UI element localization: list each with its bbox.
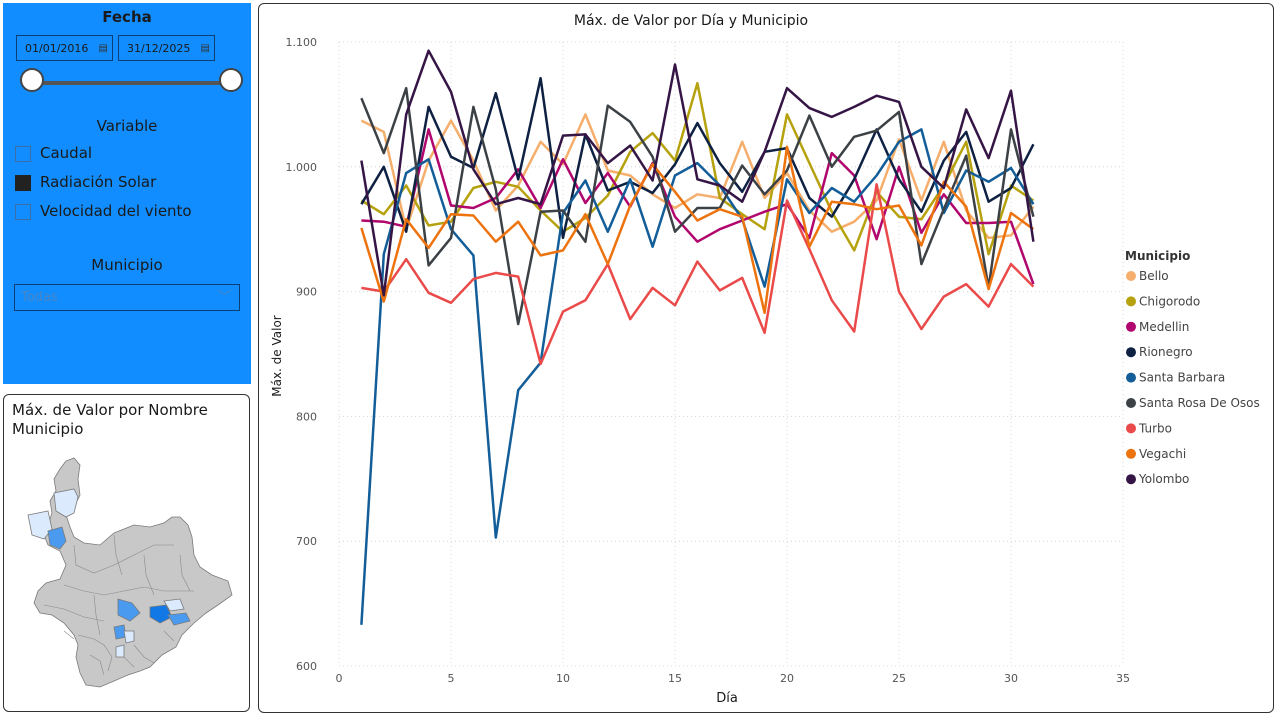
checkbox-caudal[interactable] (15, 146, 31, 162)
series-line-vegachi[interactable] (360, 145, 1035, 315)
legend-item-santa-barbara[interactable]: Santa Barbara (1126, 371, 1225, 385)
y-tick-label: 600 (296, 660, 317, 673)
map-region-santa-rosa[interactable] (117, 598, 141, 622)
series-line-turbo[interactable] (361, 183, 1035, 366)
map-region-west-light[interactable] (27, 510, 53, 540)
municipio-dropdown-value: Todas (21, 290, 58, 305)
map-region-antioquia[interactable] (33, 457, 233, 688)
line-chart: Máx. de Valor por Día y Municipio Día Má… (270, 13, 1260, 706)
legend-marker (1126, 423, 1136, 434)
legend-marker (1126, 321, 1136, 332)
series-line-bello[interactable] (360, 113, 1035, 240)
map-region-east-light[interactable] (163, 598, 185, 612)
variable-label-caudal: Caudal (40, 144, 93, 162)
y-tick-label: 1.100 (286, 36, 318, 49)
map-region-yolombo[interactable] (149, 604, 173, 624)
y-tick-label: 800 (296, 410, 317, 423)
series-line-santa-rosa-de-osos[interactable] (360, 86, 1035, 326)
slider-start-handle[interactable] (20, 68, 44, 92)
legend-label: Chigorodo (1139, 294, 1200, 308)
legend-item-chigorodo[interactable]: Chigorodo (1126, 294, 1200, 308)
y-tick-label: 900 (296, 286, 317, 299)
legend-label: Medellin (1139, 320, 1189, 334)
legend-label: Yolombo (1138, 472, 1189, 486)
start-date-value: 01/01/2016 (25, 42, 89, 55)
x-tick-label: 10 (556, 672, 570, 685)
x-tick-label: 25 (892, 672, 906, 685)
variable-label-velocidad-del-viento: Velocidad del viento (40, 202, 192, 220)
legend-marker (1126, 372, 1136, 383)
chevron-down-icon[interactable]: ﹀ (217, 290, 231, 305)
legend-title: Municipio (1125, 249, 1190, 263)
date-range-slider[interactable] (31, 81, 231, 85)
legend-marker (1126, 448, 1136, 459)
start-date-input[interactable]: 01/01/2016 ▤ (16, 35, 113, 61)
municipio-dropdown[interactable]: Todas ﹀ (14, 284, 240, 311)
variable-label-radiacion-solar: Radiación Solar (40, 173, 157, 191)
map-region-south-light[interactable] (115, 644, 125, 658)
series-line-santa-barbara[interactable] (360, 128, 1035, 625)
legend-label: Rionegro (1139, 345, 1193, 359)
checkbox-radiacion-solar[interactable] (15, 175, 31, 191)
filter-panel: Fecha 01/01/2016 ▤ 31/12/2025 ▤ Variable… (3, 3, 251, 384)
slider-end-handle[interactable] (219, 68, 243, 92)
legend-marker (1126, 474, 1136, 485)
legend-label: Vegachi (1139, 447, 1186, 461)
map-region-bello[interactable] (123, 630, 135, 644)
x-tick-label: 35 (1116, 672, 1130, 685)
x-tick-label: 0 (336, 672, 343, 685)
y-tick-label: 700 (296, 535, 317, 548)
chart-title: Máx. de Valor por Día y Municipio (574, 13, 808, 29)
map-region-rionegro-area[interactable] (167, 612, 191, 626)
map-region-chigorodo[interactable] (47, 526, 67, 550)
legend-marker (1126, 296, 1136, 307)
legend-label: Santa Rosa De Osos (1139, 396, 1260, 410)
legend-label: Bello (1139, 269, 1169, 283)
series-line-medellin[interactable] (361, 128, 1035, 285)
x-tick-label: 20 (780, 672, 794, 685)
x-axis-label: Día (716, 691, 738, 706)
map-card: Máx. de Valor por Nombre Municipio (3, 394, 250, 712)
legend-item-turbo[interactable]: Turbo (1126, 421, 1172, 435)
x-tick-label: 5 (448, 672, 455, 685)
legend-item-yolombo[interactable]: Yolombo (1126, 472, 1189, 486)
legend-marker (1126, 398, 1136, 408)
series-line-chigorodo[interactable] (360, 81, 1035, 256)
end-date-input[interactable]: 31/12/2025 ▤ (118, 35, 215, 61)
municipality-map (27, 457, 233, 688)
y-tick-label: 1.000 (286, 161, 318, 174)
series-line-yolombo[interactable] (360, 49, 1035, 297)
line-chart-card: Máx. de Valor por Día y Municipio Día Má… (258, 3, 1274, 713)
calendar-icon[interactable]: ▤ (200, 43, 210, 54)
legend-item-bello[interactable]: Bello (1126, 269, 1169, 283)
legend-marker (1126, 271, 1136, 281)
end-date-value: 31/12/2025 (127, 42, 191, 55)
y-axis-label: Máx. de Valor (270, 315, 284, 397)
date-filter-title: Fecha (102, 8, 152, 26)
legend-label: Santa Barbara (1139, 371, 1225, 385)
legend-marker (1126, 347, 1136, 358)
legend-item-santa-rosa-de-osos[interactable]: Santa Rosa De Osos (1126, 396, 1260, 410)
legend-label: Turbo (1138, 421, 1172, 435)
legend-item-medellin[interactable]: Medellin (1126, 320, 1189, 334)
map-region-grid (43, 534, 194, 676)
x-tick-label: 15 (668, 672, 682, 685)
map-region-north-light[interactable] (53, 488, 79, 518)
variable-filter-title: Variable (96, 117, 158, 135)
legend-item-vegachi[interactable]: Vegachi (1126, 447, 1186, 461)
calendar-icon[interactable]: ▤ (98, 43, 108, 54)
x-tick-label: 30 (1004, 672, 1018, 685)
checkbox-velocidad-del-viento[interactable] (15, 204, 31, 220)
legend-item-rionegro[interactable]: Rionegro (1126, 345, 1193, 359)
municipio-filter-title: Municipio (91, 256, 163, 274)
map-title: Máx. de Valor por Nombre Municipio (12, 401, 208, 438)
